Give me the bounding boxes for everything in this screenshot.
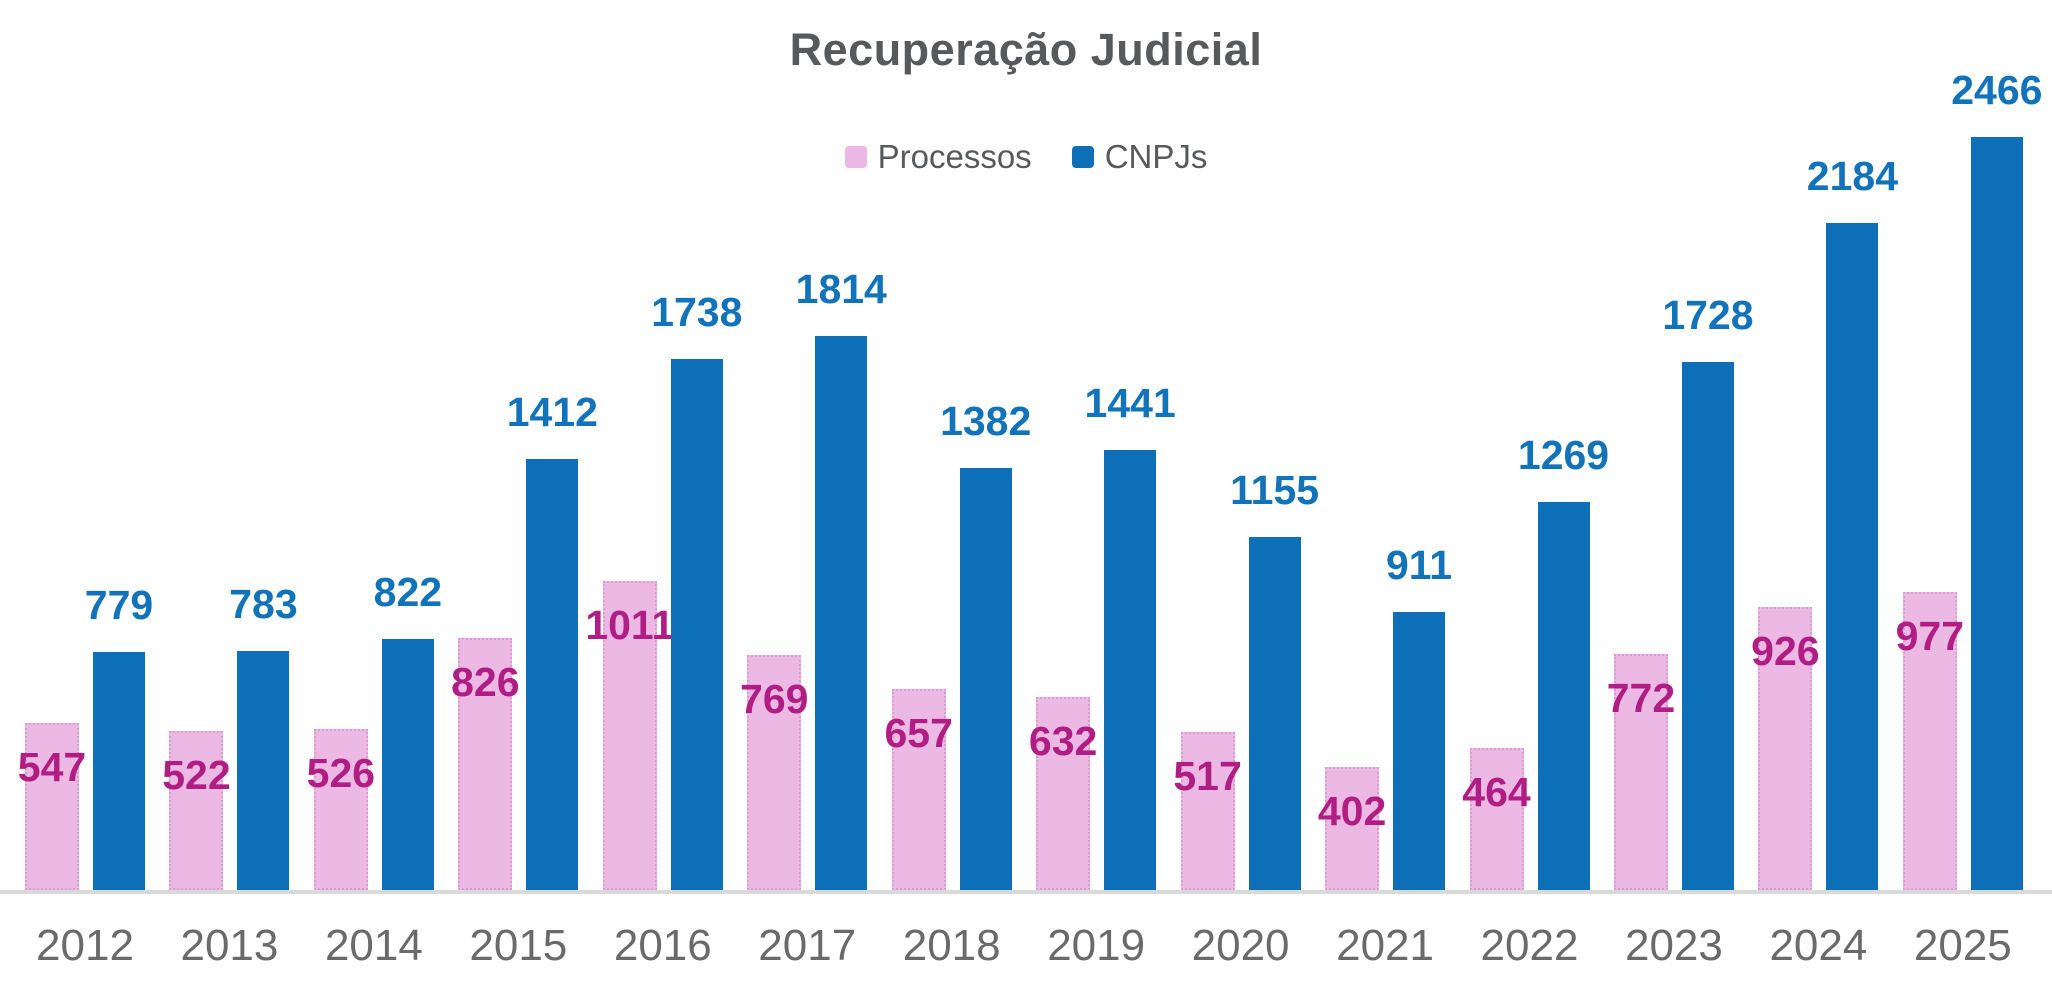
x-tick-2023: 2023 — [1624, 921, 1723, 970]
data-label-processos-2016: 1011 — [585, 602, 675, 648]
bar-processos-2023 — [1613, 654, 1668, 890]
data-label-cnpjs-2021: 911 — [1385, 542, 1453, 588]
data-label-cnpjs-2022: 1269 — [1517, 432, 1610, 478]
data-label-cnpjs-2014: 822 — [373, 569, 443, 615]
x-axis-line — [0, 890, 2052, 894]
bar-processos-2018 — [891, 689, 946, 890]
bar-processos-2021 — [1325, 767, 1380, 890]
x-tick-2022: 2022 — [1480, 921, 1579, 970]
chart-title: Recuperação Judicial — [789, 24, 1263, 75]
x-tick-2017: 2017 — [758, 921, 857, 970]
x-tick-2020: 2020 — [1191, 921, 1290, 970]
data-label-processos-2020: 517 — [1173, 753, 1242, 799]
bar-processos-2014 — [313, 729, 368, 890]
legend: Processos CNPJs — [0, 138, 2052, 176]
data-label-cnpjs-2024: 2184 — [1806, 153, 1898, 199]
data-label-cnpjs-2016: 1738 — [651, 289, 743, 335]
data-label-cnpjs-2023: 1728 — [1662, 292, 1754, 338]
bar-cnpjs-2016 — [670, 359, 723, 890]
bar-processos-2017 — [747, 655, 802, 890]
bar-cnpjs-2023 — [1681, 362, 1734, 890]
x-tick-2015: 2015 — [469, 921, 568, 970]
data-label-cnpjs-2018: 1382 — [940, 398, 1032, 444]
data-label-cnpjs-2015: 1412 — [506, 389, 598, 435]
data-label-processos-2018: 657 — [884, 710, 953, 756]
bar-cnpjs-2012 — [93, 652, 145, 890]
x-tick-2021: 2021 — [1336, 921, 1434, 970]
bar-cnpjs-2018 — [959, 468, 1012, 890]
data-label-processos-2015: 826 — [451, 659, 520, 705]
legend-label-processos: Processos — [877, 138, 1032, 175]
bar-cnpjs-2014 — [381, 639, 434, 890]
legend-swatch-cnpjs-icon — [1071, 146, 1094, 168]
bar-cnpjs-2021 — [1393, 612, 1446, 890]
data-label-cnpjs-2019: 1441 — [1084, 380, 1176, 426]
bar-cnpjs-2025 — [1970, 137, 2023, 890]
data-label-cnpjs-2012: 779 — [84, 582, 154, 628]
bar-cnpjs-2019 — [1104, 450, 1157, 890]
legend-item-cnpjs: CNPJs — [1071, 138, 1208, 176]
data-label-processos-2021: 402 — [1317, 788, 1387, 834]
bar-processos-2016 — [602, 581, 657, 890]
data-label-cnpjs-2013: 783 — [229, 581, 298, 627]
legend-item-processos: Processos — [844, 138, 1032, 176]
data-label-processos-2019: 632 — [1028, 718, 1098, 764]
data-label-processos-2023: 772 — [1606, 675, 1676, 721]
bar-processos-2015 — [458, 638, 513, 890]
x-tick-2016: 2016 — [613, 921, 712, 970]
x-tick-2018: 2018 — [902, 921, 1001, 970]
bar-processos-2012 — [25, 723, 79, 890]
x-tick-2019: 2019 — [1047, 921, 1146, 970]
bar-processos-2025 — [1902, 592, 1957, 890]
bar-processos-2022 — [1469, 748, 1524, 890]
data-label-cnpjs-2020: 1155 — [1230, 467, 1320, 513]
data-label-processos-2014: 526 — [306, 750, 376, 796]
bar-processos-2019 — [1036, 697, 1091, 890]
bar-processos-2020 — [1180, 732, 1235, 890]
x-tick-2014: 2014 — [324, 921, 423, 970]
bar-processos-2024 — [1758, 607, 1813, 890]
bar-cnpjs-2022 — [1537, 502, 1590, 890]
data-label-processos-2022: 464 — [1462, 769, 1531, 815]
data-label-processos-2013: 522 — [162, 752, 231, 798]
bar-cnpjs-2017 — [815, 336, 868, 890]
bar-cnpjs-2013 — [237, 651, 290, 890]
data-label-cnpjs-2025: 2466 — [1951, 67, 2043, 113]
x-tick-2024: 2024 — [1769, 921, 1868, 970]
data-label-processos-2024: 926 — [1751, 628, 1820, 674]
legend-swatch-processos-icon — [844, 146, 867, 168]
data-label-processos-2012: 547 — [17, 744, 87, 790]
x-tick-2025: 2025 — [1913, 921, 2012, 970]
bar-cnpjs-2020 — [1248, 537, 1301, 890]
x-tick-2012: 2012 — [36, 921, 134, 970]
bar-cnpjs-2015 — [526, 459, 579, 890]
bar-cnpjs-2024 — [1826, 223, 1879, 890]
x-tick-2013: 2013 — [180, 921, 279, 970]
data-label-cnpjs-2017: 1814 — [795, 266, 887, 312]
bar-processos-2013 — [169, 731, 224, 890]
legend-label-cnpjs: CNPJs — [1104, 138, 1208, 175]
data-label-processos-2025: 977 — [1895, 613, 1965, 659]
data-label-processos-2017: 769 — [740, 676, 809, 722]
